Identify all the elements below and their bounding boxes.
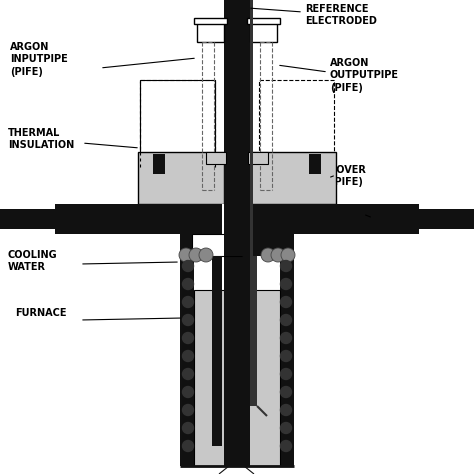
Bar — [206, 152, 226, 164]
Bar — [404, 209, 474, 229]
Bar — [248, 152, 336, 204]
Circle shape — [281, 248, 295, 262]
Bar — [250, 22, 277, 42]
Circle shape — [182, 386, 193, 398]
Circle shape — [261, 248, 275, 262]
Bar — [248, 152, 268, 164]
Circle shape — [182, 368, 193, 380]
Circle shape — [182, 422, 193, 434]
Bar — [194, 290, 280, 466]
Circle shape — [182, 332, 193, 344]
Bar — [180, 256, 294, 466]
Text: FURNACE: FURNACE — [15, 308, 66, 318]
Bar — [140, 80, 215, 170]
Circle shape — [182, 440, 193, 452]
Circle shape — [189, 248, 203, 262]
Text: COVER
(PIFE): COVER (PIFE) — [330, 165, 367, 187]
Bar — [138, 152, 226, 204]
Bar — [224, 256, 250, 466]
Bar — [140, 80, 215, 170]
Bar — [252, 256, 257, 406]
Circle shape — [281, 332, 292, 344]
Circle shape — [199, 248, 213, 262]
Text: COOLING
WATER: COOLING WATER — [8, 250, 58, 273]
Text: CLAMP: CLAMP — [375, 208, 413, 218]
Bar — [224, 152, 250, 204]
Text: REFERENCE
ELECTRODED: REFERENCE ELECTRODED — [305, 4, 377, 27]
Text: ARGON
INPUTPIPE
(PIFE): ARGON INPUTPIPE (PIFE) — [10, 42, 68, 77]
Bar — [194, 18, 227, 24]
Circle shape — [182, 315, 193, 326]
Text: THERMAL
INSULATION: THERMAL INSULATION — [8, 128, 74, 150]
Circle shape — [281, 279, 292, 290]
Circle shape — [281, 350, 292, 362]
Text: ARGON
OUTPUTPIPE
(PIFE): ARGON OUTPUTPIPE (PIFE) — [330, 58, 399, 93]
Circle shape — [281, 297, 292, 308]
Circle shape — [281, 422, 292, 434]
Circle shape — [271, 248, 285, 262]
Circle shape — [182, 261, 193, 272]
Bar — [0, 209, 70, 229]
Circle shape — [182, 404, 193, 416]
Circle shape — [281, 368, 292, 380]
Bar — [259, 80, 334, 170]
Bar — [153, 154, 165, 174]
Bar — [180, 234, 294, 256]
Bar — [212, 256, 222, 446]
Circle shape — [281, 386, 292, 398]
Circle shape — [182, 297, 193, 308]
Circle shape — [179, 248, 193, 262]
Circle shape — [281, 404, 292, 416]
Bar — [222, 204, 252, 234]
Bar — [194, 256, 280, 466]
Bar — [192, 234, 242, 256]
Circle shape — [281, 440, 292, 452]
Circle shape — [281, 315, 292, 326]
Bar — [224, 234, 250, 256]
Circle shape — [182, 350, 193, 362]
Bar — [224, 204, 250, 234]
Bar — [309, 154, 321, 174]
Circle shape — [182, 279, 193, 290]
Bar — [224, 0, 250, 230]
Bar — [197, 22, 224, 42]
Bar — [247, 18, 280, 24]
Bar — [55, 204, 419, 234]
Circle shape — [281, 261, 292, 272]
Bar — [250, 0, 253, 406]
